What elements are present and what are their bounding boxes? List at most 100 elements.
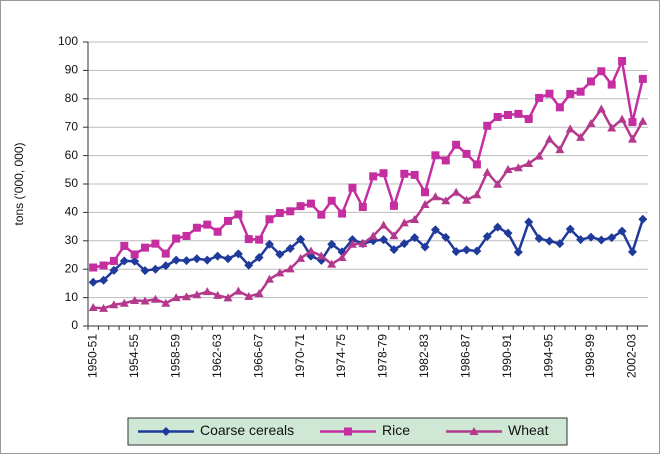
point [182, 292, 192, 301]
legend-marker [344, 427, 352, 436]
point [347, 239, 357, 248]
point [430, 192, 440, 201]
point [285, 264, 295, 273]
point [296, 202, 305, 211]
point [213, 251, 223, 261]
point [286, 207, 295, 216]
point [99, 303, 109, 312]
point [482, 167, 492, 176]
x-tick-label: 1962-63 [210, 334, 224, 378]
y-tick-label: 90 [65, 63, 79, 77]
point [493, 222, 503, 232]
point [275, 208, 284, 217]
y-tick-label: 60 [65, 148, 79, 162]
point [597, 67, 606, 76]
point [171, 293, 181, 302]
point [109, 300, 119, 309]
point [130, 250, 139, 259]
point [576, 235, 586, 245]
point [441, 156, 450, 165]
point [410, 215, 420, 223]
point [607, 80, 616, 89]
point [234, 210, 243, 219]
point [628, 118, 637, 127]
point [99, 261, 108, 270]
y-axis-label: tons ('000, 000) [12, 142, 26, 225]
x-tick-label: 1954-55 [127, 334, 141, 378]
point [285, 243, 295, 253]
point [596, 104, 606, 113]
x-tick-label: 1958-59 [168, 334, 182, 378]
legend-label: Wheat [508, 422, 549, 438]
point [555, 103, 564, 112]
point [338, 209, 347, 218]
point [452, 140, 461, 149]
point [483, 121, 492, 130]
point [586, 119, 596, 128]
point [254, 289, 264, 298]
y-tick-label: 70 [65, 119, 79, 133]
point [399, 218, 409, 227]
point [337, 253, 347, 262]
x-tick-label: 1986-87 [459, 334, 473, 378]
point [161, 298, 171, 307]
y-tick-label: 80 [65, 91, 79, 105]
y-tick-label: 50 [65, 176, 79, 190]
point [317, 210, 326, 219]
y-tick-label: 0 [71, 318, 78, 332]
point [244, 235, 253, 244]
point [555, 145, 565, 154]
point [389, 245, 399, 255]
point [150, 294, 160, 303]
point [503, 228, 513, 238]
point [358, 203, 367, 212]
point [265, 215, 274, 224]
point [462, 149, 471, 158]
point [141, 243, 150, 252]
point [264, 274, 274, 283]
x-tick-label: 1970-71 [293, 334, 307, 378]
point [306, 199, 315, 208]
point [410, 233, 420, 243]
point [389, 201, 398, 210]
point [410, 170, 419, 179]
point [431, 151, 440, 160]
point [441, 232, 451, 242]
point [254, 253, 264, 263]
point [493, 112, 502, 121]
point [109, 265, 119, 275]
point [503, 165, 513, 174]
point [638, 74, 647, 83]
point [514, 109, 523, 118]
x-tick-label: 1994-95 [542, 334, 556, 378]
point [140, 296, 150, 305]
x-tick-label: 1978-79 [376, 334, 390, 378]
point [441, 196, 451, 205]
point [327, 259, 337, 268]
point [627, 134, 637, 143]
point [535, 93, 544, 102]
point [275, 249, 285, 259]
point [119, 298, 129, 307]
y-tick-label: 40 [65, 205, 79, 219]
point [534, 234, 544, 244]
point [586, 232, 596, 242]
x-tick-label: 1974-75 [334, 334, 348, 378]
point [150, 264, 160, 274]
legend-label: Coarse cereals [200, 422, 294, 438]
x-tick-label: 2002-03 [625, 334, 639, 378]
x-tick-label: 1990-91 [500, 334, 514, 378]
point [192, 223, 201, 232]
x-tick-label: 1998-99 [583, 334, 597, 378]
legend-marker [161, 427, 171, 436]
legend-label: Rice [382, 422, 410, 438]
point [213, 227, 222, 236]
y-tick-label: 100 [58, 34, 78, 48]
x-tick-label: 1982-83 [417, 334, 431, 378]
point [555, 239, 565, 249]
point [182, 231, 191, 240]
point [88, 303, 98, 312]
point [596, 235, 606, 245]
point [368, 231, 378, 240]
